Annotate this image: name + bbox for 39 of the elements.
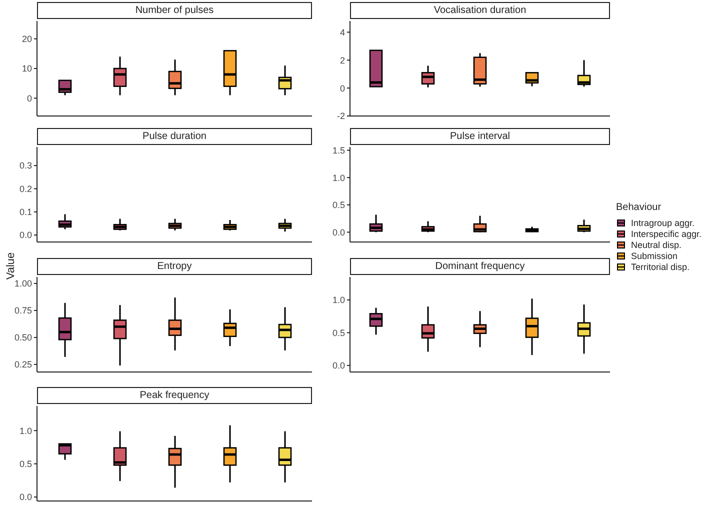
y-tick-label: 0: [340, 83, 345, 94]
y-tick-label: 0: [26, 93, 32, 104]
y-tick-label: 2: [340, 55, 345, 66]
chart-title: Number of pulses: [37, 2, 312, 19]
y-tick-label: 20: [22, 34, 32, 44]
y-tick-label: 0.1: [19, 207, 32, 218]
legend-label: Territorial disp.: [631, 262, 690, 272]
y-tick-label: -2: [336, 111, 345, 122]
legend-label: Interspecific aggr.: [631, 228, 702, 238]
y-tick-label: 10: [22, 64, 32, 74]
y-tick-label: 0.5: [19, 458, 32, 469]
y-tick-label: 0.5: [332, 200, 345, 210]
legend-label: Intragroup aggr.: [631, 218, 695, 228]
y-axis-title: Value: [5, 251, 17, 280]
chart-title: Pulse duration: [37, 128, 312, 145]
y-tick-label: 0.75: [14, 306, 32, 316]
legend-title: Behaviour: [616, 202, 662, 213]
chart-title: Pulse interval: [350, 128, 610, 145]
y-tick-label: 0.50: [14, 332, 32, 343]
legend-label: Neutral disp.: [631, 240, 682, 250]
chart-title: Peak frequency: [37, 387, 312, 404]
y-tick-label: 0.0: [19, 492, 32, 502]
chart-title: Dominant frequency: [350, 258, 610, 275]
y-tick-label: 0.2: [19, 184, 32, 194]
y-tick-label: 4: [340, 27, 345, 38]
y-tick-label: 0.0: [19, 230, 32, 240]
y-tick-label: 1.0: [332, 295, 345, 306]
y-tick-label: 1.5: [332, 145, 345, 156]
y-tick-label: 0.3: [19, 160, 32, 171]
y-tick-label: 0.25: [14, 360, 32, 370]
y-tick-label: 1.0: [19, 426, 32, 436]
legend-label: Submission: [631, 250, 678, 260]
y-tick-label: 0.5: [332, 328, 345, 338]
y-tick-label: 0.0: [332, 227, 345, 238]
y-tick-label: 1.0: [332, 172, 345, 183]
y-tick-label: 1.00: [14, 278, 32, 289]
y-tick-label: 0.0: [332, 360, 345, 371]
chart-title: Entropy: [37, 258, 312, 275]
chart-title: Vocalisation duration: [350, 2, 610, 19]
